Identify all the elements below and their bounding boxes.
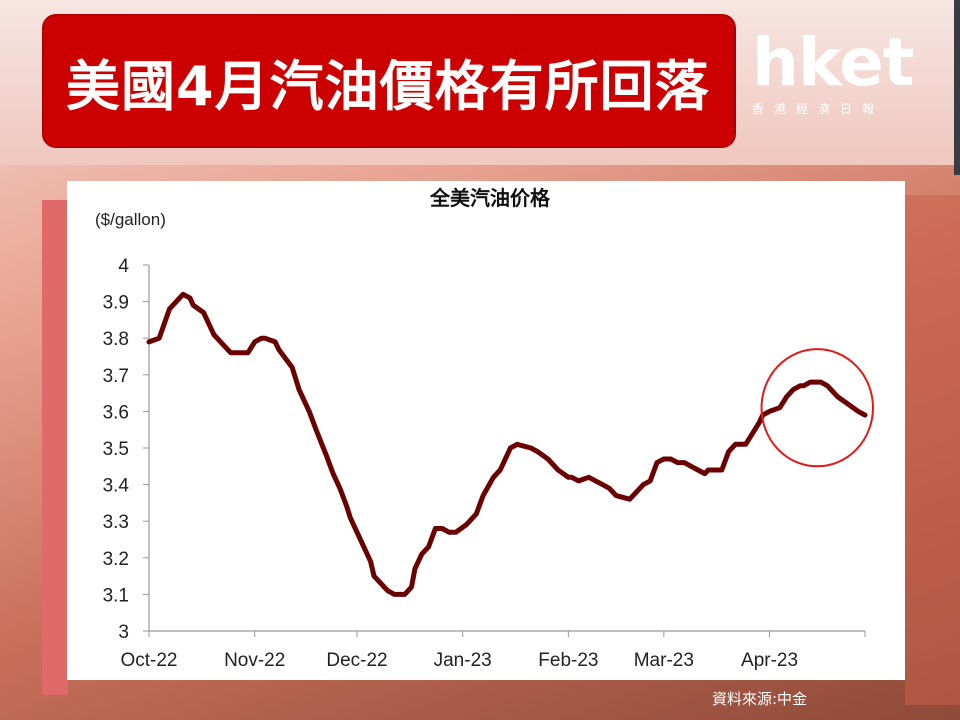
y-tick-label: 3.8 xyxy=(103,329,129,350)
y-tick-labels: 3 3.1 3.2 3.3 3.4 3.5 3.6 3.7 3.8 3.9 4 xyxy=(103,256,130,643)
price-line-series-0 xyxy=(146,291,868,597)
decor-right-strip xyxy=(905,195,960,705)
y-tick-label: 3 xyxy=(118,622,129,643)
y-tick-label: 3.5 xyxy=(103,439,129,460)
x-tick-label: Apr-23 xyxy=(741,650,798,671)
y-tick-label: 3.7 xyxy=(103,366,129,387)
chart-annotation xyxy=(760,348,874,468)
y-tick-label: 3.9 xyxy=(103,293,129,314)
source-note: 資料來源:中金 xyxy=(712,690,808,708)
decor-left-strip xyxy=(42,200,68,695)
x-tick-label: Oct-22 xyxy=(120,650,177,671)
gasoline-price-chart: 全美汽油价格 ($/gallon) 3 3.1 3.2 3.3 3.4 3.5 3.6 3.7… xyxy=(95,186,874,671)
headline-title: 美國4月汽油價格有所回落 xyxy=(66,54,710,118)
x-tick-label: Nov-22 xyxy=(224,650,285,671)
x-tick-label: Feb-23 xyxy=(538,650,598,671)
y-tick-label: 3.1 xyxy=(103,585,129,606)
chart-title: 全美汽油价格 xyxy=(429,186,551,210)
x-tick-labels: Oct-22 Nov-22 Dec-22 Jan-23 Feb-23 Mar-23 Apr-… xyxy=(120,650,798,671)
highlight-circle xyxy=(760,348,874,468)
logo-brand: hket xyxy=(752,24,914,101)
x-tick-label: Mar-23 xyxy=(634,650,694,671)
y-tick-label: 3.3 xyxy=(103,512,129,533)
logo-subtitle: 香港經濟日報 xyxy=(752,102,885,116)
chart-card: 全美汽油价格 ($/gallon) 3 3.1 3.2 3.3 3.4 3.5 3.6 3.7… xyxy=(67,181,905,680)
headline-banner: 美國4月汽油價格有所回落 xyxy=(42,14,736,148)
chart-series xyxy=(146,291,868,597)
edge-bar xyxy=(954,0,960,175)
y-axis-label: ($/gallon) xyxy=(95,210,166,229)
y-tick-label: 4 xyxy=(118,256,129,277)
chart-axes xyxy=(143,264,866,637)
hket-logo: hket 香港經濟日報 xyxy=(752,30,922,130)
x-tick-label: Jan-23 xyxy=(434,650,492,671)
y-tick-label: 3.4 xyxy=(103,476,130,497)
y-tick-label: 3.6 xyxy=(103,402,129,423)
x-tick-label: Dec-22 xyxy=(326,650,387,671)
y-tick-label: 3.2 xyxy=(103,549,129,570)
